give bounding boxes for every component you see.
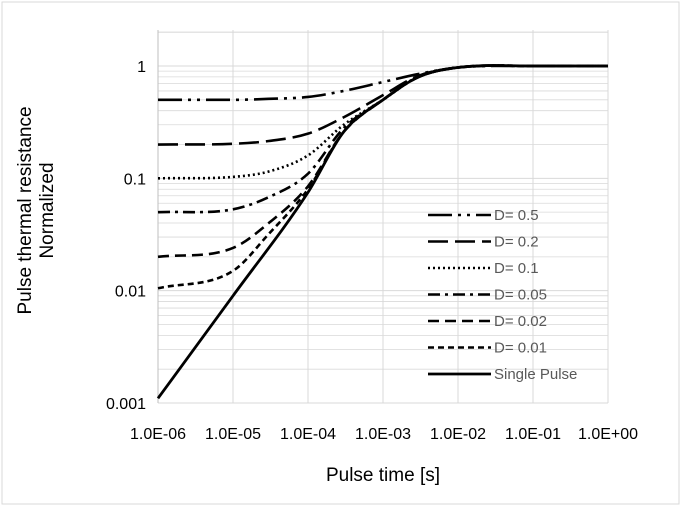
y-tick-label: 0.1: [124, 171, 146, 188]
legend-label: D= 0.5: [494, 207, 539, 224]
legend: D= 0.5 D= 0.2 D= 0.1 D= 0.05 D= 0.02 D= 0.01 S…: [428, 207, 577, 383]
y-tick-label: 1: [137, 59, 146, 76]
x-tick-label: 1.0E-06: [130, 426, 186, 443]
series-line-7: [156, 64, 608, 400]
x-tick-label: 1.0E-05: [205, 426, 261, 443]
x-tick-labels: 1.0E-06 1.0E-05 1.0E-04 1.0E-03 1.0E-02 1.0E-…: [130, 426, 638, 443]
legend-label: D= 0.1: [494, 260, 539, 277]
legend-label: D= 0.2: [494, 234, 539, 251]
x-tick-label: 1.0E-02: [430, 426, 486, 443]
legend-label: D= 0.05: [494, 287, 547, 304]
y-tick-labels: 0.001 0.01 0.1 1: [106, 59, 146, 413]
legend-label: D= 0.01: [494, 340, 547, 357]
x-axis-title: Pulse time [s]: [326, 465, 440, 486]
y-axis-title-line-1: Pulse thermal resistance: [15, 106, 36, 314]
legend-label: Single Pulse: [494, 366, 577, 383]
x-tick-label: 1.0E-04: [280, 426, 336, 443]
x-tick-label: 1.0E-03: [355, 426, 411, 443]
y-tick-label: 0.01: [115, 284, 146, 301]
x-tick-label: 1.0E-01: [505, 426, 561, 443]
y-axis-title-line-2: Normalized: [37, 162, 58, 258]
legend-label: D= 0.02: [494, 313, 547, 330]
x-tick-label: 1.0E+00: [578, 426, 638, 443]
y-tick-label: 0.001: [106, 396, 146, 413]
series-lines: [156, 64, 608, 400]
